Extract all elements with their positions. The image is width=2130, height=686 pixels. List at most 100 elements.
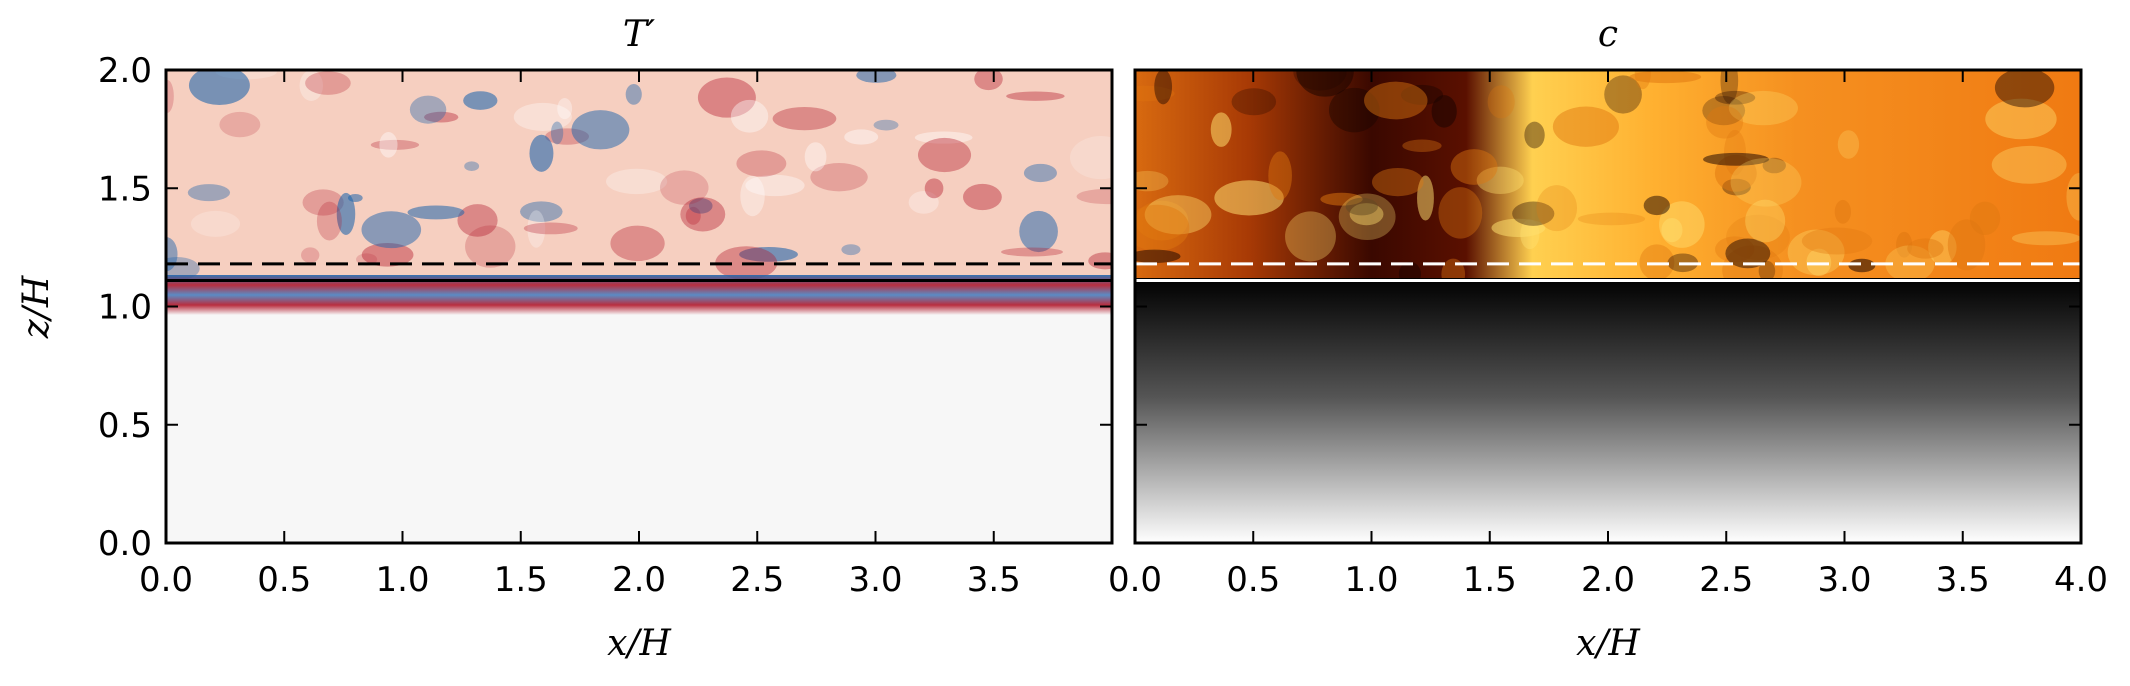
- reference-lines-temperature: [166, 262, 1112, 282]
- temperature-plume: [610, 225, 665, 262]
- concentration-plume: [1745, 199, 1786, 243]
- x-tick-label: 0.5: [257, 560, 311, 600]
- temperature-plume: [190, 210, 241, 237]
- concentration-field: [1135, 70, 2081, 543]
- concentration-plume: [1402, 139, 1442, 153]
- temperature-plume: [305, 71, 351, 95]
- concentration-plume: [1896, 231, 1913, 258]
- x-tick-label: 1.5: [1463, 560, 1517, 600]
- reference-lines-concentration: [1135, 262, 2081, 282]
- concentration-plume: [1345, 197, 1378, 216]
- temperature-plume: [302, 189, 344, 216]
- temperature-plume: [513, 102, 572, 132]
- temperature-plume: [301, 247, 320, 263]
- temperature-plume: [688, 198, 713, 214]
- x-tick-label: 1.0: [1344, 560, 1398, 600]
- temperature-plume: [299, 70, 323, 101]
- temperature-plume: [407, 205, 465, 220]
- temperature-plume: [810, 163, 868, 192]
- concentration-plume: [1135, 85, 1175, 102]
- temperature-plume: [424, 111, 459, 123]
- concentration-plume: [1969, 201, 2001, 235]
- temperature-plume: [464, 161, 480, 171]
- concentration-plume: [1144, 195, 1212, 235]
- x-tick-label: 1.5: [494, 560, 548, 600]
- concentration-plume: [1634, 70, 1651, 90]
- concentration-plume: [1328, 87, 1380, 133]
- concentration-plume: [1758, 260, 1776, 282]
- concentration-plume: [1659, 201, 1705, 248]
- concentration-plume: [1364, 81, 1428, 120]
- concentration-plume: [1320, 192, 1363, 206]
- concentration-plume: [1837, 130, 1860, 159]
- temperature-plume: [1070, 136, 1112, 180]
- temperature-plume: [1076, 188, 1112, 205]
- temperature-plume: [1019, 210, 1058, 253]
- temperature-plume: [336, 192, 356, 236]
- temperature-plume: [529, 134, 554, 172]
- x-tick-label: 0.0: [1108, 560, 1162, 600]
- concentration-plume: [1135, 249, 1181, 264]
- concentration-plume: [1715, 236, 1755, 263]
- concentration-plume: [1848, 258, 1876, 273]
- concentration-plumes: [1135, 70, 2081, 295]
- concentration-plume: [1725, 238, 1771, 269]
- ticks-right: 0.0 0.5 1.0 1.5 2.0 2.5 3.0 3.5 4.0: [1108, 69, 2108, 600]
- concentration-plume: [1524, 121, 1545, 149]
- temperature-plume: [740, 175, 765, 217]
- temperature-plume: [739, 247, 798, 262]
- x-tick-label: 4.0: [2054, 560, 2108, 600]
- temperature-plume: [917, 137, 972, 173]
- concentration-plume: [1801, 227, 1873, 255]
- panel-title-concentration: c: [1598, 14, 1618, 55]
- concentration-plume: [1715, 90, 1756, 105]
- concentration-plume: [1991, 145, 2067, 184]
- temperature-plume: [550, 121, 564, 145]
- temperature-plume: [659, 170, 709, 205]
- concentration-plume: [1135, 200, 1189, 241]
- temperature-plume: [520, 201, 563, 222]
- concentration-plume: [1231, 88, 1277, 116]
- temperature-field: [166, 70, 1112, 543]
- panel-concentration: c 0.0 0.5 1.0 1.5 2.0 2.5 3.0 3.5 4.0 x/H: [1108, 14, 2108, 664]
- temperature-plume: [1006, 91, 1065, 101]
- x-tick-label: 3.5: [967, 560, 1021, 600]
- y-tick-label: 0.5: [98, 406, 152, 446]
- panel-temperature: T′ 0.0 0.5 1.0 1.5 2.0 2.5 3.0 3.5 0.0 0.5 1.0 1.5 2…: [16, 14, 1114, 664]
- concentration-plume: [1400, 84, 1444, 105]
- temperature-plume: [924, 178, 944, 199]
- concentration-plume: [1706, 105, 1744, 139]
- concentration-plume: [1372, 167, 1424, 197]
- temperature-plume: [844, 129, 879, 145]
- concentration-plume: [2066, 172, 2081, 221]
- concentration-plume: [1577, 212, 1646, 226]
- temperature-plume: [347, 193, 363, 203]
- concentration-plume: [1349, 203, 1384, 226]
- temperature-plume: [1088, 252, 1112, 270]
- concentration-plume: [1487, 85, 1515, 119]
- x-tick-label: 2.5: [1699, 560, 1753, 600]
- concentration-plume: [1512, 201, 1555, 226]
- concentration-plume: [1491, 218, 1546, 238]
- concentration-plume: [1787, 229, 1845, 276]
- temperature-plume: [873, 119, 899, 131]
- temperature-plume: [680, 197, 726, 232]
- temperature-plume: [166, 79, 174, 113]
- concentration-plume: [1994, 70, 2055, 108]
- temperature-plume: [697, 77, 756, 118]
- temperature-plume: [527, 210, 546, 248]
- concentration-plume: [1135, 204, 1190, 252]
- temperature-plume: [409, 95, 447, 124]
- temperature-plume: [772, 107, 837, 131]
- x-tick-label: 2.5: [730, 560, 784, 600]
- temperature-plume: [1001, 247, 1063, 257]
- temperature-plume: [625, 84, 642, 105]
- temperature-plume: [361, 211, 422, 249]
- panel-title-temperature: T′: [623, 14, 655, 55]
- temperature-plume: [962, 183, 1002, 211]
- concentration-plume: [1285, 211, 1336, 262]
- temperature-plume: [187, 184, 231, 202]
- concentration-plume: [1907, 238, 1944, 259]
- concentration-plume: [1268, 151, 1292, 201]
- temperature-plumes: [166, 70, 1112, 281]
